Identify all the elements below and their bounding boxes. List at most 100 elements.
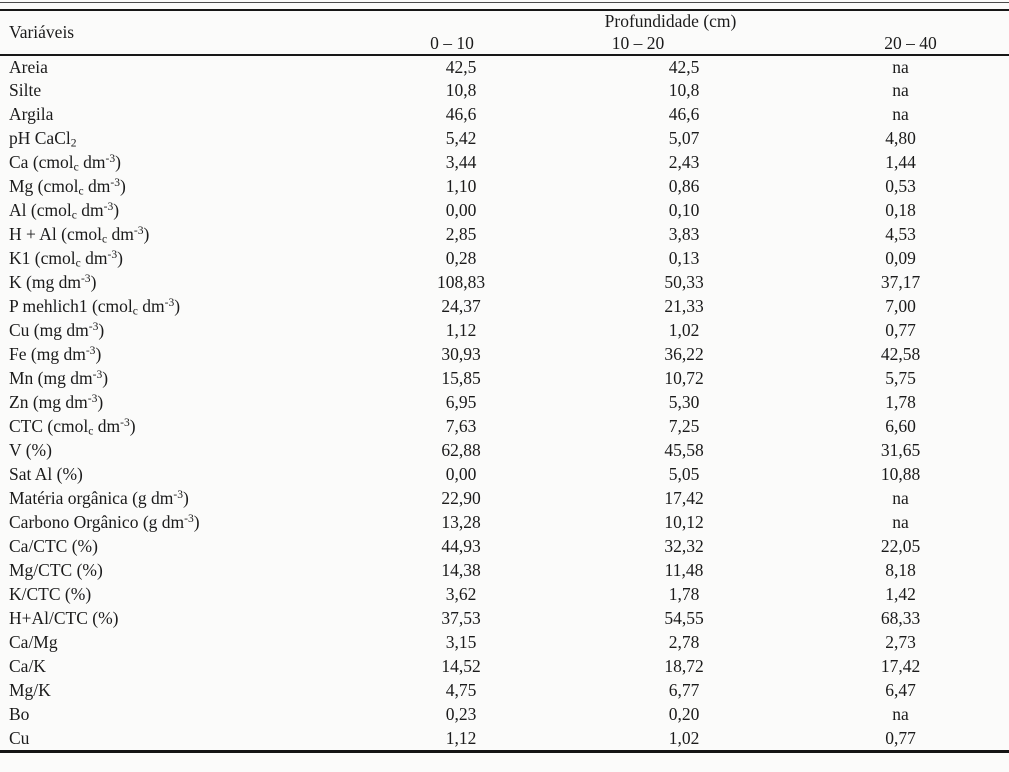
row-value: 0,77 [885,727,916,748]
row-value: 6,60 [885,416,916,437]
row-label: Zn (mg dm-3) [9,392,104,413]
row-label: Silte [9,80,42,101]
row-value: 2,78 [668,632,700,653]
row-label: Mn (mg dm-3) [9,368,109,389]
row-value: 10,12 [664,512,704,533]
row-value: 1,78 [668,584,700,605]
row-value: 5,05 [668,464,700,485]
row-value: 17,42 [880,656,921,677]
row-value: 0,28 [445,248,477,269]
row-value: 5,75 [885,368,916,389]
row-value: 5,07 [668,128,700,149]
row-label: CTC (cmolc dm-3) [9,416,136,438]
table-row: Matéria orgânica (g dm-3) 22,90 17,42 na [0,487,1009,511]
row-value: 1,12 [445,320,477,341]
table-row: Fe (mg dm-3) 30,93 36,22 42,58 [0,343,1009,367]
row-label: K (mg dm-3) [9,272,97,293]
row-label: Ca/K [9,656,46,677]
depth-column-label: 0 – 10 [430,32,474,53]
row-value: 22,05 [880,536,921,557]
row-value: 1,02 [668,320,700,341]
row-value: 17,42 [664,488,704,509]
row-value: 3,83 [668,224,700,245]
row-value: 2,43 [668,152,700,173]
row-label: Carbono Orgânico (g dm-3) [9,512,200,533]
row-value: 3,44 [445,152,477,173]
table-row: K/CTC (%) 3,62 1,78 1,42 [0,583,1009,607]
row-value: 6,95 [445,392,477,413]
header-row-group: Variáveis Profundidade (cm) [0,11,1009,41]
row-value: na [892,704,909,725]
row-label: Mg/CTC (%) [9,560,103,581]
row-value: 13,28 [441,512,481,533]
row-value: 42,58 [880,344,921,365]
row-value: 0,00 [445,200,477,221]
row-label: P mehlich1 (cmolc dm-3) [9,296,181,318]
row-value: 0,10 [668,200,700,221]
row-value: 10,72 [664,368,704,389]
table-row: Mg/K 4,75 6,77 6,47 [0,679,1009,703]
row-label: Ca (cmolc dm-3) [9,152,121,174]
row-value: 42,5 [445,56,477,77]
top-rule-inner [0,9,1009,11]
row-value: na [892,56,909,77]
row-value: 50,33 [664,272,704,293]
row-value: 5,42 [445,128,477,149]
row-label: Al (cmolc dm-3) [9,200,120,222]
depth-column-header: 10 – 20 [590,33,778,55]
row-value: 4,75 [445,680,477,701]
row-value: 6,77 [668,680,700,701]
row-value: 30,93 [441,344,481,365]
table-row: Mn (mg dm-3) 15,85 10,72 5,75 [0,367,1009,391]
row-value: 7,00 [885,296,916,317]
row-value: 0,86 [668,176,700,197]
row-value: 6,47 [885,680,916,701]
row-value: 10,8 [445,80,477,101]
table-row: Argila 46,6 46,6 na [0,103,1009,127]
row-value: 1,42 [885,584,916,605]
row-value: 22,90 [441,488,481,509]
row-value: 0,00 [445,464,477,485]
row-value: 2,73 [885,632,916,653]
row-value: 1,12 [445,727,477,748]
row-label: Bo [9,704,30,725]
row-value: 68,33 [880,608,921,629]
row-label: Sat Al (%) [9,464,83,485]
table-row: Sat Al (%) 0,00 5,05 10,88 [0,463,1009,487]
row-value: 21,33 [664,296,704,317]
row-label: pH CaCl2 [9,128,77,150]
table-row: Cu (mg dm-3) 1,12 1,02 0,77 [0,319,1009,343]
table-row: K1 (cmolc dm-3) 0,28 0,13 0,09 [0,247,1009,271]
table-row: Ca/K 14,52 18,72 17,42 [0,655,1009,679]
row-value: 14,52 [441,656,481,677]
row-value: 54,55 [664,608,704,629]
row-value: 18,72 [664,656,704,677]
row-value: 108,83 [436,272,486,293]
row-value: na [892,512,909,533]
row-value: 44,93 [441,536,481,557]
row-label: Matéria orgânica (g dm-3) [9,488,189,509]
row-value: 11,48 [664,560,704,581]
row-value: 45,58 [664,440,704,461]
table-row: H+Al/CTC (%) 37,53 54,55 68,33 [0,607,1009,631]
row-label: Argila [9,104,54,125]
soil-properties-table: Variáveis Profundidade (cm) 0 – 10 10 – … [0,11,1009,753]
row-label: H+Al/CTC (%) [9,608,119,629]
table-row: H + Al (cmolc dm-3) 2,85 3,83 4,53 [0,223,1009,247]
row-label: Fe (mg dm-3) [9,344,102,365]
table-row: V (%) 62,88 45,58 31,65 [0,439,1009,463]
table-row: Silte 10,8 10,8 na [0,79,1009,103]
row-value: 3,15 [445,632,477,653]
row-value: 46,6 [668,104,700,125]
depth-column-label: 20 – 40 [884,32,937,53]
row-value: 31,65 [880,440,921,461]
table-row: Cu 1,12 1,02 0,77 [0,727,1009,751]
row-value: 10,88 [880,464,921,485]
row-value: 0,13 [668,248,700,269]
row-value: 32,32 [664,536,704,557]
row-value: 7,25 [668,416,700,437]
table-row: Mg/CTC (%) 14,38 11,48 8,18 [0,559,1009,583]
row-value: 1,10 [445,176,477,197]
table-row: Ca/Mg 3,15 2,78 2,73 [0,631,1009,655]
row-value: 4,80 [885,128,916,149]
